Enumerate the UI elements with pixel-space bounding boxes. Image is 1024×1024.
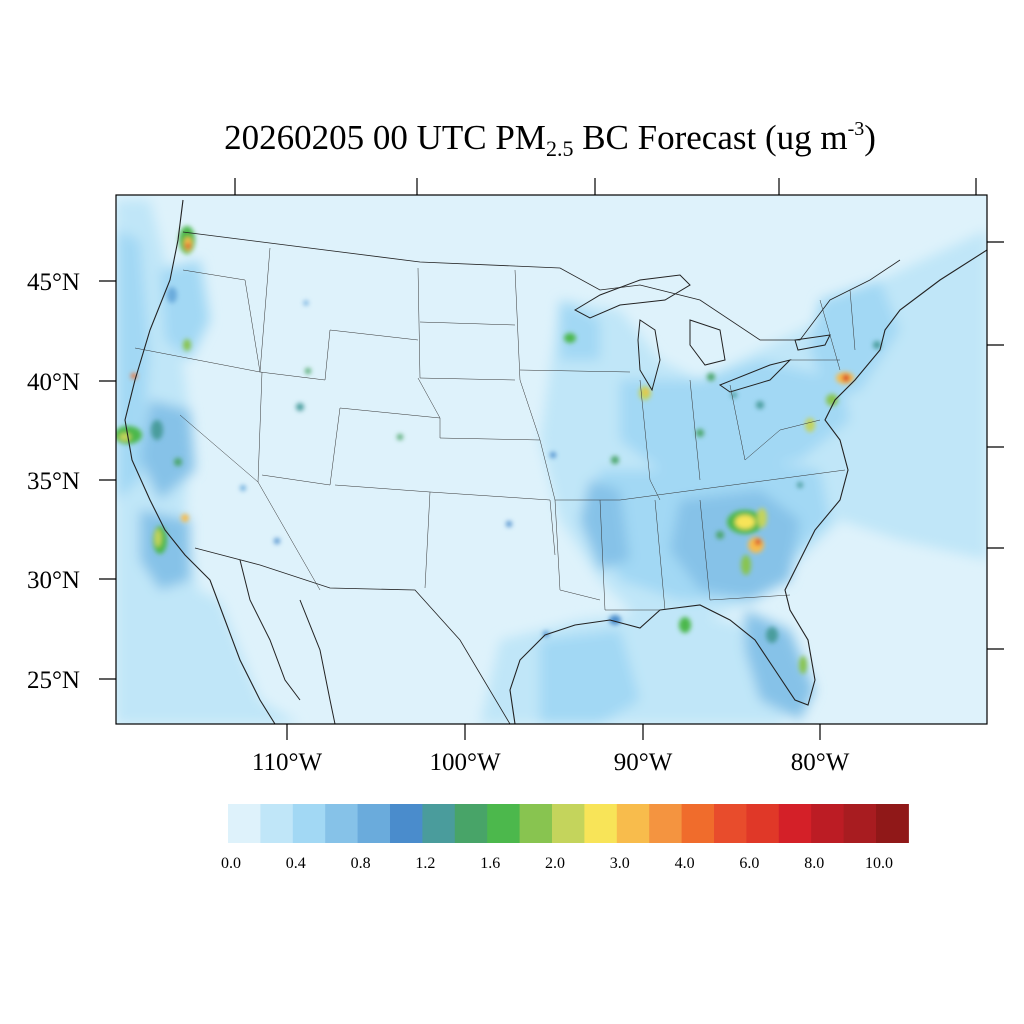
lon-label-80w: 80°W bbox=[791, 749, 850, 776]
colorbar-label: 3.0 bbox=[610, 855, 630, 872]
colorbar-label: 0.0 bbox=[221, 855, 241, 872]
concentration-field bbox=[116, 200, 987, 724]
colorbar-label: 0.4 bbox=[286, 855, 306, 872]
colorbar-swatch bbox=[746, 804, 780, 843]
state-lines bbox=[134, 247, 856, 611]
colorbar bbox=[228, 804, 909, 843]
colorbar-swatch bbox=[552, 804, 585, 843]
lat-label-25: 25°N bbox=[27, 667, 80, 694]
background-plumes bbox=[116, 200, 987, 724]
colorbar-swatch bbox=[487, 804, 521, 843]
colorbar-swatch bbox=[325, 804, 359, 843]
lat-label-30: 30°N bbox=[27, 567, 80, 594]
title-subscript: 2.5 bbox=[545, 136, 574, 161]
title-superscript: -3 bbox=[847, 118, 865, 140]
lake-huron bbox=[689, 319, 726, 366]
plot-frame bbox=[115, 194, 988, 725]
lake-michigan bbox=[637, 319, 661, 392]
colorbar-label: 1.6 bbox=[480, 855, 500, 872]
mexico-border bbox=[194, 547, 511, 724]
title-suffix: ) bbox=[864, 118, 876, 157]
canada-border bbox=[182, 231, 901, 341]
pacific-coastline bbox=[124, 199, 276, 724]
lat-label-40: 40°N bbox=[27, 369, 80, 396]
lake-ontario bbox=[794, 334, 831, 351]
lon-label-110w: 110°W bbox=[252, 749, 323, 776]
lake-erie bbox=[718, 359, 792, 393]
atlantic-gulf-coastline bbox=[509, 249, 987, 724]
tick-marks bbox=[99, 178, 1004, 740]
colorbar-swatch bbox=[422, 804, 456, 843]
colorbar-swatch bbox=[649, 804, 683, 843]
colorbar-label: 1.2 bbox=[415, 855, 435, 872]
colorbar-swatch bbox=[519, 804, 553, 843]
colorbar-swatch bbox=[260, 804, 294, 843]
colorbar-swatch bbox=[390, 804, 423, 843]
colorbar-swatch bbox=[357, 804, 391, 843]
geography-lines bbox=[124, 199, 987, 724]
colorbar-swatch bbox=[616, 804, 650, 843]
colorbar-swatch bbox=[843, 804, 877, 843]
map-title: 20260205 00 UTC PM2.5 BC Forecast (ug m-… bbox=[0, 118, 1024, 162]
colorbar-label: 4.0 bbox=[675, 855, 695, 872]
lon-label-90w: 90°W bbox=[614, 749, 673, 776]
colorbar-swatch bbox=[778, 804, 812, 843]
colorbar-label: 6.0 bbox=[739, 855, 759, 872]
lat-label-35: 35°N bbox=[27, 468, 80, 495]
colorbar-swatch bbox=[714, 804, 747, 843]
baja-coast bbox=[239, 559, 301, 701]
colorbar-swatch bbox=[681, 804, 715, 843]
colorbar-swatch bbox=[584, 804, 618, 843]
colorbar-label: 8.0 bbox=[804, 855, 824, 872]
colorbar-swatch bbox=[292, 804, 326, 843]
colorbar-swatch bbox=[811, 804, 845, 843]
colorbar-swatch bbox=[876, 804, 909, 843]
title-middle: BC Forecast (ug m bbox=[573, 118, 848, 157]
colorbar-label: 0.8 bbox=[351, 855, 371, 872]
colorbar-label: 2.0 bbox=[545, 855, 565, 872]
lake-superior bbox=[573, 274, 691, 319]
colorbar-label: 10.0 bbox=[865, 855, 893, 872]
colorbar-swatch bbox=[228, 804, 261, 843]
hotspots bbox=[116, 226, 881, 674]
lon-label-100w: 100°W bbox=[429, 749, 500, 776]
colorbar-swatch bbox=[454, 804, 488, 843]
mexico-west-coast bbox=[299, 599, 336, 724]
colorbar-labels: 0.0 0.4 0.8 1.2 1.6 2.0 3.0 4.0 6.0 8.0 10.0 bbox=[221, 855, 893, 872]
title-prefix: 20260205 00 UTC PM bbox=[224, 118, 546, 157]
lat-label-45: 45°N bbox=[27, 269, 80, 296]
